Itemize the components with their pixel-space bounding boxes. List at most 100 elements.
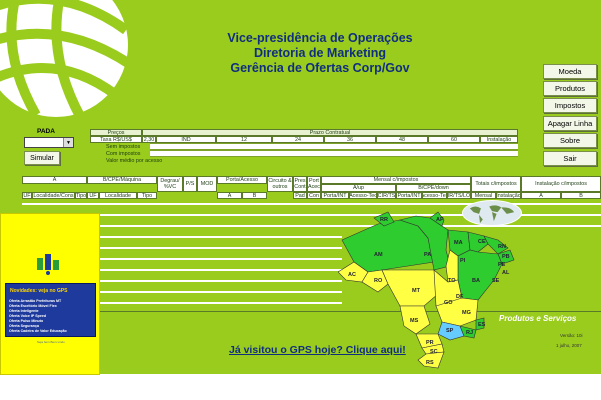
chevron-down-icon[interactable]: ▼ bbox=[63, 138, 73, 147]
state-label: SP bbox=[446, 328, 454, 334]
state-label: PB bbox=[502, 254, 510, 260]
application-frame: Vice-presidência de Operações Diretoria … bbox=[0, 0, 601, 374]
col-a-header: A bbox=[22, 176, 87, 184]
state-label: PI bbox=[460, 258, 466, 264]
apagar-linha-button[interactable]: Apagar Linha bbox=[543, 116, 597, 131]
sem-impostos-row bbox=[150, 143, 518, 150]
sub-bcpe-down: B/CPE/down bbox=[396, 184, 471, 192]
state-label: AC bbox=[348, 272, 356, 278]
ind-header: IND bbox=[156, 136, 216, 143]
globe-logo bbox=[0, 0, 134, 120]
state-label: RR bbox=[380, 217, 388, 223]
world-map-icon bbox=[462, 200, 522, 226]
produtos-servicos-label: Produtos e Serviços bbox=[499, 314, 577, 323]
table-row[interactable] bbox=[22, 258, 342, 260]
state-label: AL bbox=[502, 270, 510, 276]
leaf-acesso-tec-a: Acesso-Tec bbox=[349, 192, 377, 199]
state-label: MG bbox=[462, 310, 471, 316]
state-label: AM bbox=[374, 252, 383, 258]
sub-aup: A/up bbox=[321, 184, 396, 192]
header-diretoria: Diretoria de Marketing bbox=[254, 46, 386, 60]
sub-tipo-a: Tipo bbox=[75, 192, 87, 199]
sub-uf-b: UF bbox=[87, 192, 99, 199]
header-gerencia: Gerência de Ofertas Corp/Gov bbox=[230, 61, 410, 75]
novidades-popup[interactable]: Novidades: veja no GPS Oferta Arrastão P… bbox=[0, 213, 100, 375]
state-label: RJ bbox=[466, 330, 473, 336]
state-label: BA bbox=[472, 278, 480, 284]
col-ps-header: P/S bbox=[183, 176, 197, 192]
table-bottom-divider bbox=[22, 311, 601, 312]
table-row[interactable] bbox=[22, 280, 342, 282]
col-mod-header: MOD bbox=[197, 176, 217, 192]
state-label: PR bbox=[426, 340, 434, 346]
novidade-item[interactable]: Oferta Escritório Móvel Flex bbox=[9, 304, 57, 308]
state-label: ES bbox=[478, 322, 486, 328]
col-instalacao-header: Instalação c/impostos bbox=[521, 176, 601, 192]
col-circuito-header: Circuito & outros bbox=[267, 176, 293, 192]
porta-spacer bbox=[217, 184, 267, 192]
table-row[interactable] bbox=[22, 225, 601, 227]
simular-button[interactable]: Simular bbox=[24, 151, 60, 165]
sub-mensal: Mensal bbox=[471, 192, 496, 199]
col-b-header: B/CPE/Máquina bbox=[87, 176, 157, 184]
state-label: TO bbox=[448, 278, 456, 284]
novidade-item[interactable]: Oferta Segurança bbox=[9, 324, 39, 328]
table-row[interactable] bbox=[22, 291, 342, 293]
leaf-cir-ts-a: CIR/TS bbox=[377, 192, 396, 199]
novidade-item[interactable]: Oferta Arrastão Prefeituras MT bbox=[9, 299, 62, 303]
moeda-button[interactable]: Moeda bbox=[543, 64, 597, 79]
state-label: DF bbox=[456, 294, 464, 300]
state-label: GO bbox=[444, 300, 453, 306]
col-degrau-header: Degrau/ %VC bbox=[157, 176, 183, 192]
taxa-value[interactable]: 2,30 bbox=[142, 136, 156, 143]
table-row[interactable] bbox=[22, 302, 342, 304]
state-label: MS bbox=[410, 318, 419, 324]
sobre-button[interactable]: Sobre bbox=[543, 133, 597, 148]
table-row[interactable] bbox=[22, 236, 342, 238]
state-label: MT bbox=[412, 288, 421, 294]
header-vp: Vice-presidência de Operações bbox=[227, 31, 413, 45]
sub-inst-b: B bbox=[561, 192, 601, 199]
precos-title: Preços bbox=[90, 129, 142, 136]
impostos-button[interactable]: Impostos bbox=[543, 98, 597, 113]
table-row[interactable] bbox=[22, 214, 601, 216]
novidade-item[interactable]: Oferta Voice IP Speed bbox=[9, 314, 47, 318]
state-label: SC bbox=[430, 349, 438, 355]
sair-button[interactable]: Sair bbox=[543, 151, 597, 166]
pada-select[interactable]: ▼ bbox=[24, 137, 74, 148]
sub-inst-a: A bbox=[521, 192, 561, 199]
state-label: RO bbox=[374, 278, 383, 284]
sub-localidade-a: Localidade/Cons bbox=[32, 192, 75, 199]
state-label: AP bbox=[436, 217, 444, 223]
leaf-cir-ts-loc-b: CIR/TS/LOC bbox=[447, 192, 471, 199]
table-row[interactable] bbox=[22, 269, 342, 271]
sub-porta-a: A bbox=[217, 192, 242, 199]
month-header: 36 bbox=[324, 136, 376, 143]
row-label-valor-medio: Valor médio por acesso bbox=[103, 157, 518, 164]
col-porta-header: Porta/Acesso bbox=[217, 176, 267, 184]
state-label: PA bbox=[424, 252, 431, 258]
novidade-item[interactable]: Oferta Pulso Minuto bbox=[9, 319, 44, 323]
month-header: 12 bbox=[216, 136, 272, 143]
leaf-porta-int-a: Porta/INT bbox=[321, 192, 349, 199]
gps-link[interactable]: Já visitou o GPS hoje? Clique aqui! bbox=[229, 344, 406, 356]
leaf-acesso-tec-b: Acesso-Tec bbox=[422, 192, 447, 199]
versao-label: Versão: 10i bbox=[560, 333, 583, 338]
col-totais-header: Totais c/impostos bbox=[471, 176, 521, 192]
produtos-button[interactable]: Produtos bbox=[543, 81, 597, 96]
month-header: 24 bbox=[272, 136, 324, 143]
sub-tipo-b: Tipo bbox=[137, 192, 157, 199]
table-row[interactable] bbox=[22, 247, 342, 249]
col-port-header: Port Acec bbox=[307, 176, 321, 192]
data-versao-label: 1 julho, 2007 bbox=[556, 343, 582, 348]
popup-subtitle: Seja bem Bem-vindo bbox=[37, 340, 65, 344]
sub-con: Con bbox=[307, 192, 321, 199]
novidade-item[interactable]: Oferta Cadeira de Valor Educação bbox=[9, 329, 67, 333]
table-row[interactable] bbox=[22, 203, 601, 205]
sub-instalacao: Instalação bbox=[496, 192, 521, 199]
novidade-item[interactable]: Oferta Inteligente bbox=[9, 309, 39, 313]
novidades-title: Novidades: veja no GPS bbox=[10, 288, 68, 294]
state-label: SE bbox=[492, 278, 500, 284]
pada-label: PADA bbox=[37, 128, 55, 135]
month-header: 60 bbox=[428, 136, 480, 143]
